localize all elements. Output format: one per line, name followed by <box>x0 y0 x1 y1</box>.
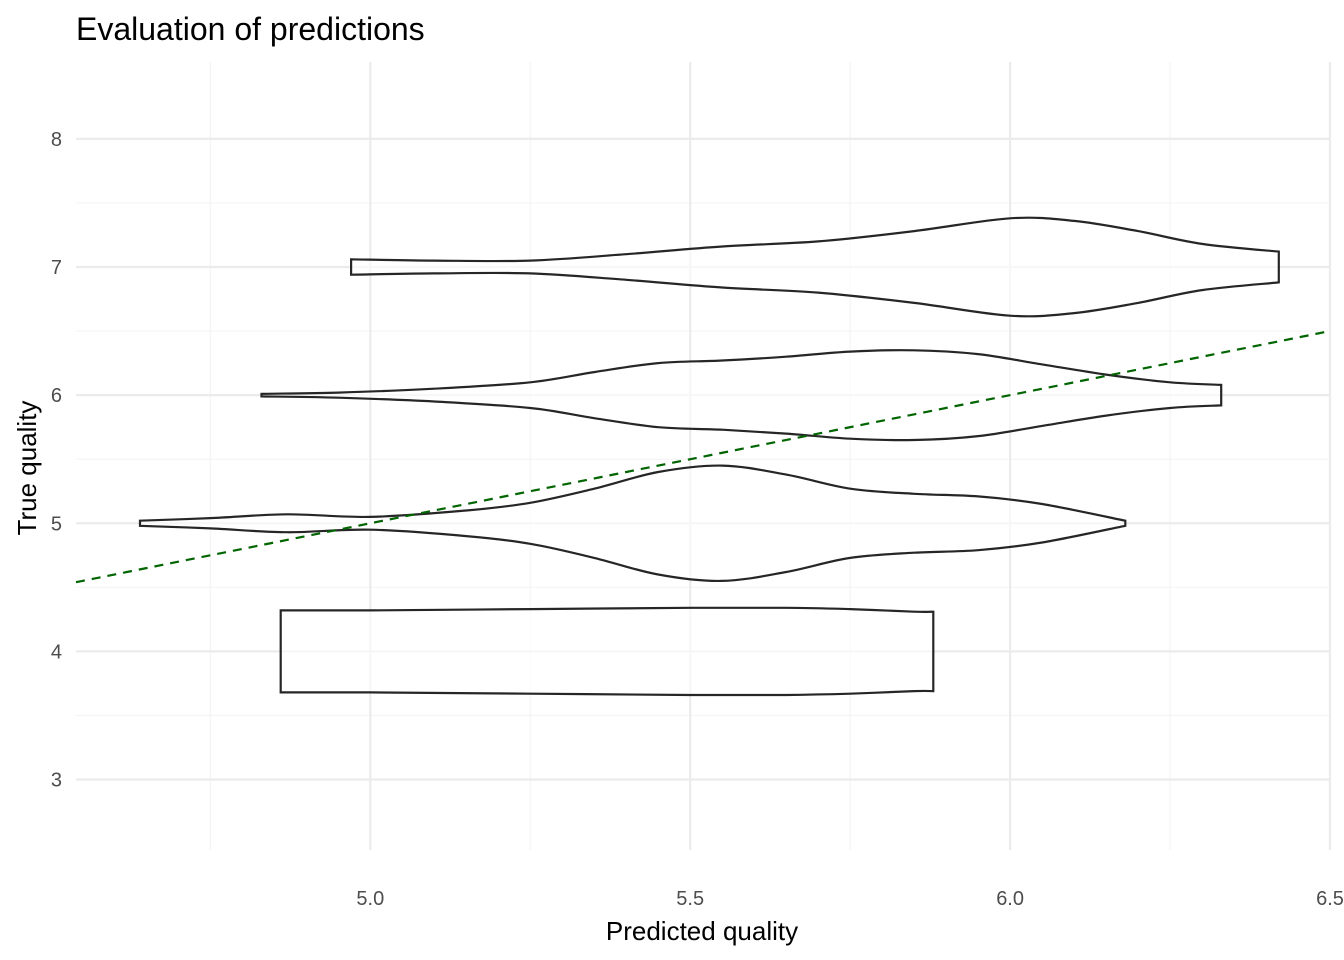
x-tick-label: 5.5 <box>676 888 704 910</box>
y-tick-label: 5 <box>51 513 62 535</box>
y-tick-label: 8 <box>51 129 62 151</box>
violins <box>138 216 1280 697</box>
reference-line <box>75 329 1331 584</box>
chart-title: Evaluation of predictions <box>76 11 425 47</box>
violin-quality-4 <box>279 606 935 697</box>
y-tick-label: 7 <box>51 257 62 279</box>
y-axis-title: True quality <box>12 401 42 536</box>
tick-labels: 5.0 5.5 6.0 6.5 3 4 5 6 7 8 <box>51 129 1344 910</box>
x-tick-label: 6.5 <box>1316 888 1344 910</box>
violin-quality-7 <box>350 216 1280 318</box>
y-tick-label: 3 <box>51 770 62 792</box>
x-tick-label: 5.0 <box>356 888 384 910</box>
y-tick-label: 6 <box>51 385 62 407</box>
minor-gridlines <box>76 62 1330 850</box>
y-tick-label: 4 <box>51 641 62 663</box>
major-gridlines <box>76 62 1332 850</box>
violin-quality-5 <box>138 464 1127 583</box>
x-axis-title: Predicted quality <box>606 916 798 946</box>
x-tick-label: 6.0 <box>996 888 1024 910</box>
reference-line-group <box>75 329 1331 584</box>
violin-quality-6 <box>260 349 1223 442</box>
